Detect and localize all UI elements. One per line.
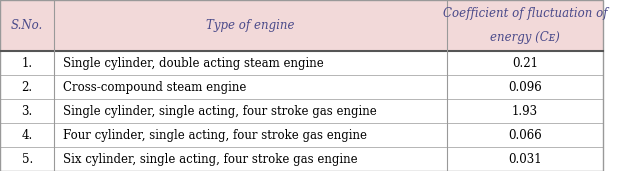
Text: energy (Cᴇ): energy (Cᴇ) xyxy=(490,31,560,44)
Bar xyxy=(54,0,447,51)
Text: 0.066: 0.066 xyxy=(508,129,542,142)
Text: Four cylinder, single acting, four stroke gas engine: Four cylinder, single acting, four strok… xyxy=(64,129,368,142)
Text: Six cylinder, single acting, four stroke gas engine: Six cylinder, single acting, four stroke… xyxy=(64,153,358,166)
Bar xyxy=(0,0,54,51)
Text: Cross-compound steam engine: Cross-compound steam engine xyxy=(64,81,247,94)
Text: 3.: 3. xyxy=(22,105,33,118)
Text: 2.: 2. xyxy=(22,81,33,94)
Text: Single cylinder, single acting, four stroke gas engine: Single cylinder, single acting, four str… xyxy=(64,105,377,118)
Bar xyxy=(447,0,604,51)
Text: 0.031: 0.031 xyxy=(508,153,542,166)
Bar xyxy=(54,51,447,171)
Text: 0.21: 0.21 xyxy=(512,57,538,70)
Text: Type of engine: Type of engine xyxy=(206,19,295,32)
Text: 1.: 1. xyxy=(22,57,33,70)
Text: 4.: 4. xyxy=(22,129,33,142)
Bar xyxy=(0,51,54,171)
Text: S.No.: S.No. xyxy=(11,19,43,32)
Text: 1.93: 1.93 xyxy=(512,105,538,118)
Bar xyxy=(447,51,604,171)
Text: 0.096: 0.096 xyxy=(508,81,542,94)
Text: Coefficient of fluctuation of: Coefficient of fluctuation of xyxy=(443,7,607,20)
Text: 5.: 5. xyxy=(22,153,33,166)
Text: Single cylinder, double acting steam engine: Single cylinder, double acting steam eng… xyxy=(64,57,324,70)
